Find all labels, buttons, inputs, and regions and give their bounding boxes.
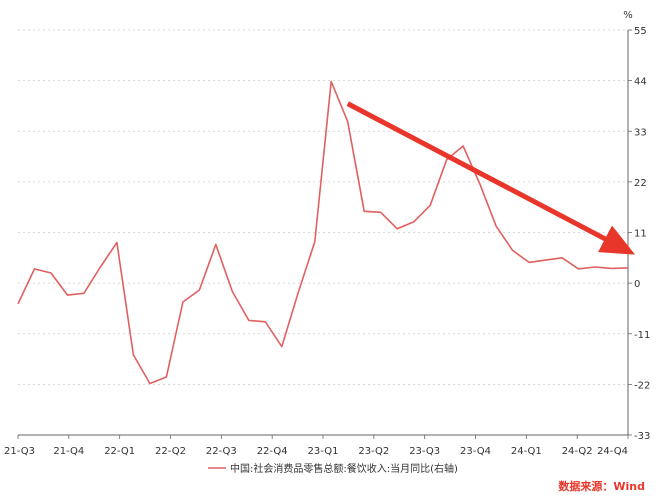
x-tick-label: 23-Q2: [358, 446, 389, 457]
y-tick-label: -22: [634, 380, 650, 391]
legend-label: 中国:社会消费品零售总额:餐饮收入:当月同比(右轴): [230, 462, 458, 475]
y-tick-label: 11: [634, 229, 647, 240]
x-tick-label: 23-Q4: [460, 446, 491, 457]
y-tick-label: 0: [634, 279, 640, 290]
series-layer: [17, 80, 629, 385]
x-tick-label: 23-Q3: [409, 446, 440, 457]
source-note: 数据来源：Wind: [558, 479, 645, 493]
grid-lines: [18, 29, 628, 385]
x-tick-label: 24-Q1: [511, 446, 542, 457]
axes: 55 44 33 22 11 0 -11 -22 -33 21-Q3 21-Q4 22-Q1 22-Q2…: [4, 26, 650, 457]
x-tick-label: 24-Q2: [562, 446, 593, 457]
x-tick-label: 24-Q4: [597, 446, 628, 457]
y-tick-label: 55: [634, 26, 647, 37]
x-tick-label: 22-Q1: [104, 446, 135, 457]
y-tick-label: -33: [634, 431, 650, 442]
y-axis-unit-label: %: [623, 10, 633, 21]
x-tick-label: 22-Q3: [206, 446, 237, 457]
x-tick-label: 23-Q1: [308, 446, 339, 457]
y-tick-label: -11: [634, 330, 650, 341]
x-tick-label: 21-Q4: [53, 446, 84, 457]
y-tick-label: 33: [634, 127, 647, 138]
legend: 中国:社会消费品零售总额:餐饮收入:当月同比(右轴): [208, 462, 458, 475]
annotation-layer: [346, 101, 636, 255]
x-tick-label: 21-Q3: [4, 446, 35, 457]
x-tick-label: 22-Q4: [257, 446, 288, 457]
trend-arrow: [346, 101, 636, 255]
y-tick-label: 22: [634, 178, 647, 189]
x-tick-label: 22-Q2: [155, 446, 186, 457]
series-line: [17, 80, 629, 385]
y-tick-label: 44: [634, 77, 647, 88]
